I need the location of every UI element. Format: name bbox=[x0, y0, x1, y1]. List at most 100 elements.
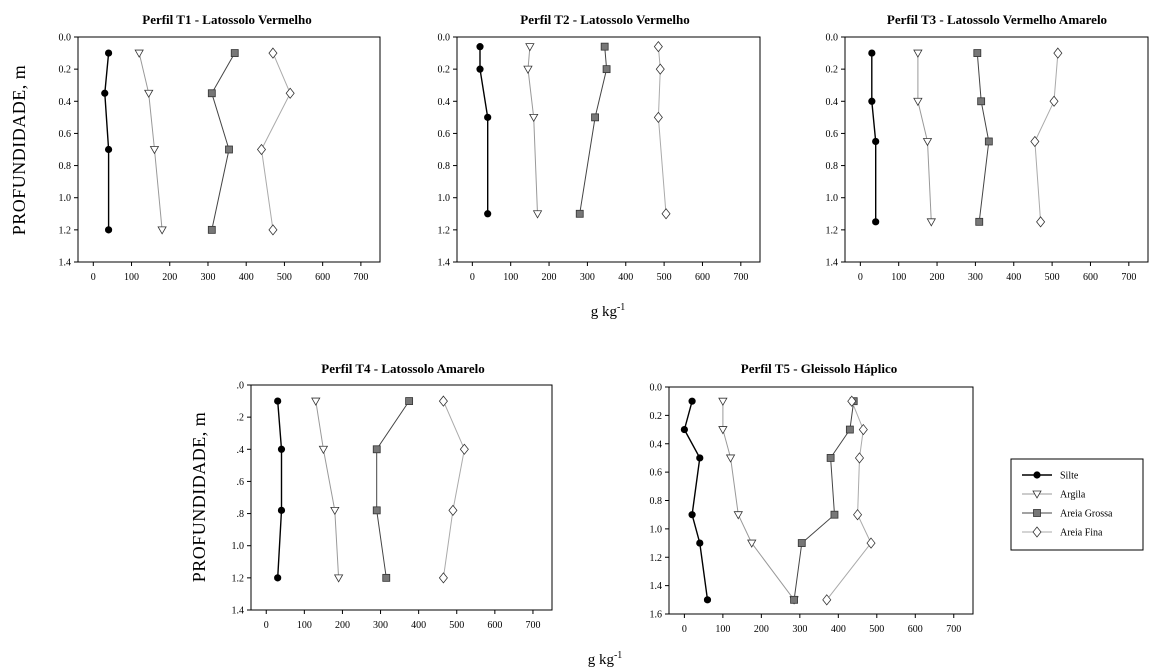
data-point-areia-fina bbox=[653, 111, 663, 123]
data-point-areia-fina bbox=[853, 509, 863, 521]
data-point-areia-fina bbox=[1030, 135, 1040, 148]
x-tick-label: 600 bbox=[1083, 272, 1098, 283]
plot-frame bbox=[668, 386, 974, 615]
data-point-silte bbox=[680, 425, 688, 434]
data-point-argila bbox=[318, 445, 329, 455]
data-point-areia-grossa bbox=[826, 454, 835, 462]
data-point-areia-grossa bbox=[790, 595, 798, 604]
y-tick-label: 0.6 bbox=[59, 129, 72, 140]
data-point-areia-grossa bbox=[602, 65, 611, 74]
legend-marker-areia-grossa bbox=[1033, 509, 1041, 517]
data-point-areia-fina bbox=[847, 395, 857, 407]
data-point-silte bbox=[688, 397, 696, 405]
panel-title: Perfil T4 - Latossolo Amarelo bbox=[321, 361, 484, 376]
data-point-areia-fina bbox=[655, 63, 665, 75]
data-point-areia-grossa bbox=[575, 209, 584, 218]
data-point-areia-fina bbox=[661, 208, 671, 220]
data-point-areia-grossa bbox=[797, 539, 806, 547]
data-point-argila bbox=[330, 506, 340, 516]
data-point-areia-grossa bbox=[207, 225, 216, 234]
x-tick-label: 600 bbox=[487, 620, 502, 631]
y-tick-label: 0.8 bbox=[59, 161, 72, 172]
x-axis-label-exponent: -1 bbox=[614, 650, 622, 661]
data-point-areia-grossa bbox=[830, 510, 839, 519]
y-tick-label: .4 bbox=[237, 445, 245, 456]
data-point-silte bbox=[688, 511, 696, 519]
series-line-silte bbox=[683, 401, 709, 600]
y-tick-label: 1.2 bbox=[826, 225, 839, 236]
y-tick-label: 0.4 bbox=[59, 97, 72, 108]
data-point-areia-grossa bbox=[600, 42, 609, 51]
x-tick-label: 400 bbox=[411, 620, 426, 631]
data-point-argila bbox=[333, 574, 344, 583]
panel-t5: Perfil T5 - Gleissolo Háplico 0 100 200 300… bbox=[650, 361, 974, 635]
data-point-areia-fina bbox=[822, 594, 832, 606]
data-point-argila bbox=[144, 89, 154, 99]
y-tick-label: 1.2 bbox=[232, 573, 245, 584]
data-point-argila bbox=[725, 454, 736, 463]
data-point-areia-fina bbox=[438, 395, 448, 407]
legend-label-silte: Silte bbox=[1060, 471, 1079, 482]
data-point-silte bbox=[872, 218, 880, 226]
data-point-areia-fina bbox=[459, 443, 469, 455]
data-point-areia-fina bbox=[448, 504, 458, 516]
data-point-areia-grossa bbox=[382, 573, 391, 582]
data-point-areia-grossa bbox=[207, 89, 216, 98]
data-point-silte bbox=[476, 65, 484, 73]
series-line-areia-grossa bbox=[376, 400, 410, 578]
plot-frame bbox=[250, 384, 553, 611]
y-tick-label: 1.4 bbox=[650, 581, 663, 592]
y-tick-label: 0.2 bbox=[826, 65, 839, 76]
data-point-silte bbox=[274, 397, 282, 405]
data-point-argila bbox=[733, 511, 743, 520]
y-tick-label: 0.8 bbox=[826, 161, 839, 172]
y-tick-label: 1.4 bbox=[232, 606, 245, 617]
x-tick-label: 500 bbox=[277, 272, 292, 283]
y-tick-label: 0.0 bbox=[59, 33, 72, 44]
data-point-areia-fina bbox=[438, 572, 448, 584]
x-axis-label-exponent: -1 bbox=[617, 302, 625, 313]
x-tick-label: 600 bbox=[695, 272, 710, 283]
x-tick-label: 700 bbox=[946, 624, 961, 635]
series-line-argila bbox=[527, 46, 538, 214]
y-tick-label: 0.4 bbox=[438, 97, 451, 108]
x-tick-label: 500 bbox=[869, 624, 884, 635]
data-point-argila bbox=[718, 426, 728, 435]
data-point-argila bbox=[718, 397, 728, 406]
data-point-silte bbox=[277, 506, 286, 514]
data-point-areia-fina bbox=[256, 143, 267, 156]
x-tick-label: 200 bbox=[542, 272, 557, 283]
data-point-areia-grossa bbox=[591, 113, 599, 122]
y-tick-label: 1.4 bbox=[59, 258, 72, 269]
data-point-argila bbox=[913, 49, 923, 58]
data-point-silte bbox=[484, 210, 492, 218]
data-point-areia-fina bbox=[285, 87, 295, 99]
legend-label-areia-fina: Areia Fina bbox=[1060, 528, 1103, 539]
x-tick-label: 400 bbox=[618, 272, 633, 283]
data-point-areia-fina bbox=[268, 47, 278, 59]
x-tick-label: 0 bbox=[91, 272, 96, 283]
data-point-areia-fina bbox=[866, 537, 876, 549]
x-tick-label: 300 bbox=[792, 624, 807, 635]
data-point-argila bbox=[523, 65, 533, 74]
panel-title: Perfil T5 - Gleissolo Háplico bbox=[741, 361, 897, 376]
x-tick-label: 200 bbox=[754, 624, 769, 635]
y-tick-label: 1.0 bbox=[232, 541, 245, 552]
x-tick-label: 0 bbox=[682, 624, 687, 635]
y-tick-label: 1.0 bbox=[826, 193, 839, 204]
x-tick-label: 400 bbox=[831, 624, 846, 635]
y-tick-label: 0.8 bbox=[438, 161, 451, 172]
data-point-silte bbox=[868, 97, 876, 105]
legend-marker-areia-fina bbox=[1032, 526, 1042, 538]
x-tick-label: 500 bbox=[449, 620, 464, 631]
data-point-argila bbox=[913, 97, 923, 107]
series-line-areia-fina bbox=[826, 401, 872, 601]
x-tick-label: 300 bbox=[580, 272, 595, 283]
data-point-silte bbox=[696, 539, 704, 547]
series-line-areia-fina bbox=[1034, 53, 1059, 222]
data-point-areia-grossa bbox=[845, 425, 854, 434]
panel-title: Perfil T2 - Latossolo Vermelho bbox=[520, 12, 689, 27]
data-point-argila bbox=[926, 218, 936, 227]
y-tick-label: 1.2 bbox=[59, 225, 72, 236]
